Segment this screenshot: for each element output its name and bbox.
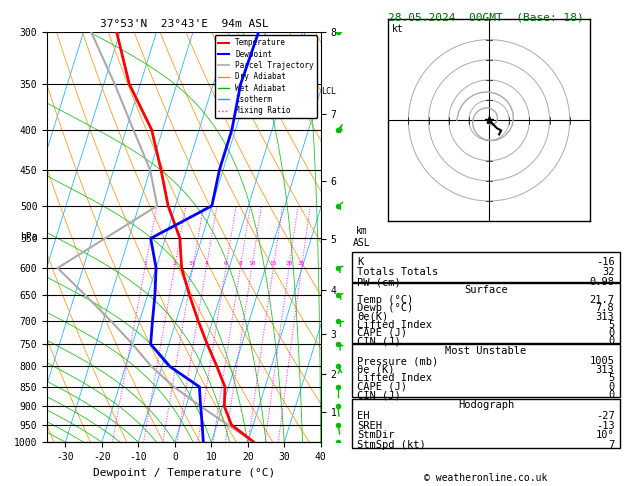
Text: 5: 5 — [608, 320, 615, 330]
Text: -27: -27 — [596, 411, 615, 421]
Text: 0: 0 — [608, 382, 615, 392]
Bar — [352, 399, 620, 448]
Text: hPa: hPa — [19, 232, 38, 242]
Text: θe (K): θe (K) — [357, 364, 395, 375]
Text: Lifted Index: Lifted Index — [357, 373, 432, 383]
Text: 10: 10 — [248, 261, 255, 266]
Text: CIN (J): CIN (J) — [357, 390, 401, 400]
Text: 0: 0 — [608, 336, 615, 346]
Text: 0: 0 — [608, 390, 615, 400]
Text: Hodograph: Hodograph — [458, 400, 514, 410]
Text: Pressure (mb): Pressure (mb) — [357, 356, 438, 366]
X-axis label: Dewpoint / Temperature (°C): Dewpoint / Temperature (°C) — [93, 468, 275, 478]
Text: CIN (J): CIN (J) — [357, 336, 401, 346]
Text: 1005: 1005 — [589, 356, 615, 366]
Text: 313: 313 — [596, 364, 615, 375]
Text: 28.05.2024  00GMT  (Base: 18): 28.05.2024 00GMT (Base: 18) — [388, 12, 584, 22]
Text: 313: 313 — [596, 312, 615, 322]
Text: 5: 5 — [608, 373, 615, 383]
Text: Dewp (°C): Dewp (°C) — [357, 303, 413, 313]
Text: 2: 2 — [172, 261, 176, 266]
Title: 37°53'N  23°43'E  94m ASL: 37°53'N 23°43'E 94m ASL — [99, 19, 269, 30]
Text: Most Unstable: Most Unstable — [445, 346, 526, 356]
Text: PW (cm): PW (cm) — [357, 278, 401, 287]
Text: 8: 8 — [238, 261, 242, 266]
Text: 32: 32 — [602, 267, 615, 277]
Text: EH: EH — [357, 411, 370, 421]
Text: Surface: Surface — [464, 285, 508, 295]
Text: 0.98: 0.98 — [589, 278, 615, 287]
Legend: Temperature, Dewpoint, Parcel Trajectory, Dry Adiabat, Wet Adiabat, Isotherm, Mi: Temperature, Dewpoint, Parcel Trajectory… — [214, 35, 317, 118]
Text: 7.8: 7.8 — [596, 303, 615, 313]
Bar — [352, 283, 620, 343]
Text: © weatheronline.co.uk: © weatheronline.co.uk — [424, 473, 548, 484]
Text: 10°: 10° — [596, 430, 615, 440]
Text: StmSpd (kt): StmSpd (kt) — [357, 440, 426, 450]
Text: StmDir: StmDir — [357, 430, 395, 440]
Text: 4: 4 — [204, 261, 208, 266]
Text: -13: -13 — [596, 421, 615, 431]
Bar — [352, 344, 620, 397]
Text: Temp (°C): Temp (°C) — [357, 295, 413, 305]
Text: Lifted Index: Lifted Index — [357, 320, 432, 330]
Text: CAPE (J): CAPE (J) — [357, 328, 408, 338]
Text: SREH: SREH — [357, 421, 382, 431]
Text: kt: kt — [392, 23, 404, 34]
Text: 20: 20 — [286, 261, 292, 266]
Text: 15: 15 — [269, 261, 277, 266]
Text: 25: 25 — [298, 261, 305, 266]
Text: 0: 0 — [608, 328, 615, 338]
Text: 7: 7 — [608, 440, 615, 450]
Text: 6: 6 — [224, 261, 228, 266]
Text: 21.7: 21.7 — [589, 295, 615, 305]
Text: 1: 1 — [143, 261, 147, 266]
Bar — [352, 252, 620, 282]
Text: LCL: LCL — [321, 87, 336, 96]
Text: θe(K): θe(K) — [357, 312, 389, 322]
Text: 3½: 3½ — [189, 261, 196, 266]
Text: -16: -16 — [596, 257, 615, 267]
Y-axis label: km
ASL: km ASL — [353, 226, 370, 248]
Text: K: K — [357, 257, 364, 267]
Text: CAPE (J): CAPE (J) — [357, 382, 408, 392]
Text: Totals Totals: Totals Totals — [357, 267, 438, 277]
